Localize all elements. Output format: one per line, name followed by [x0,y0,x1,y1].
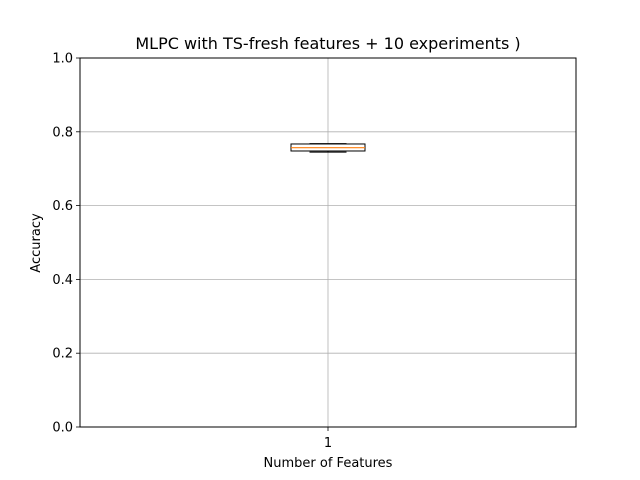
chart-title: MLPC with TS-fresh features + 10 experim… [135,34,520,53]
y-tick-label: 1.0 [52,52,73,67]
y-tick-label: 0.2 [52,347,73,362]
y-tick-label: 0.6 [52,199,73,214]
grid-lines [80,57,576,428]
y-axis-ticks: 0.0 0.2 0.4 0.6 0.8 1.0 [52,52,80,436]
box-group [290,143,366,153]
y-tick-label: 0.4 [52,273,73,288]
x-axis-label: Number of Features [264,456,393,471]
y-tick-label: 0.8 [52,125,73,140]
x-tick-label: 1 [324,436,332,451]
y-tick-label: 0.0 [52,421,73,436]
x-axis-ticks: 1 [324,427,332,451]
y-axis-label: Accuracy [29,213,44,273]
